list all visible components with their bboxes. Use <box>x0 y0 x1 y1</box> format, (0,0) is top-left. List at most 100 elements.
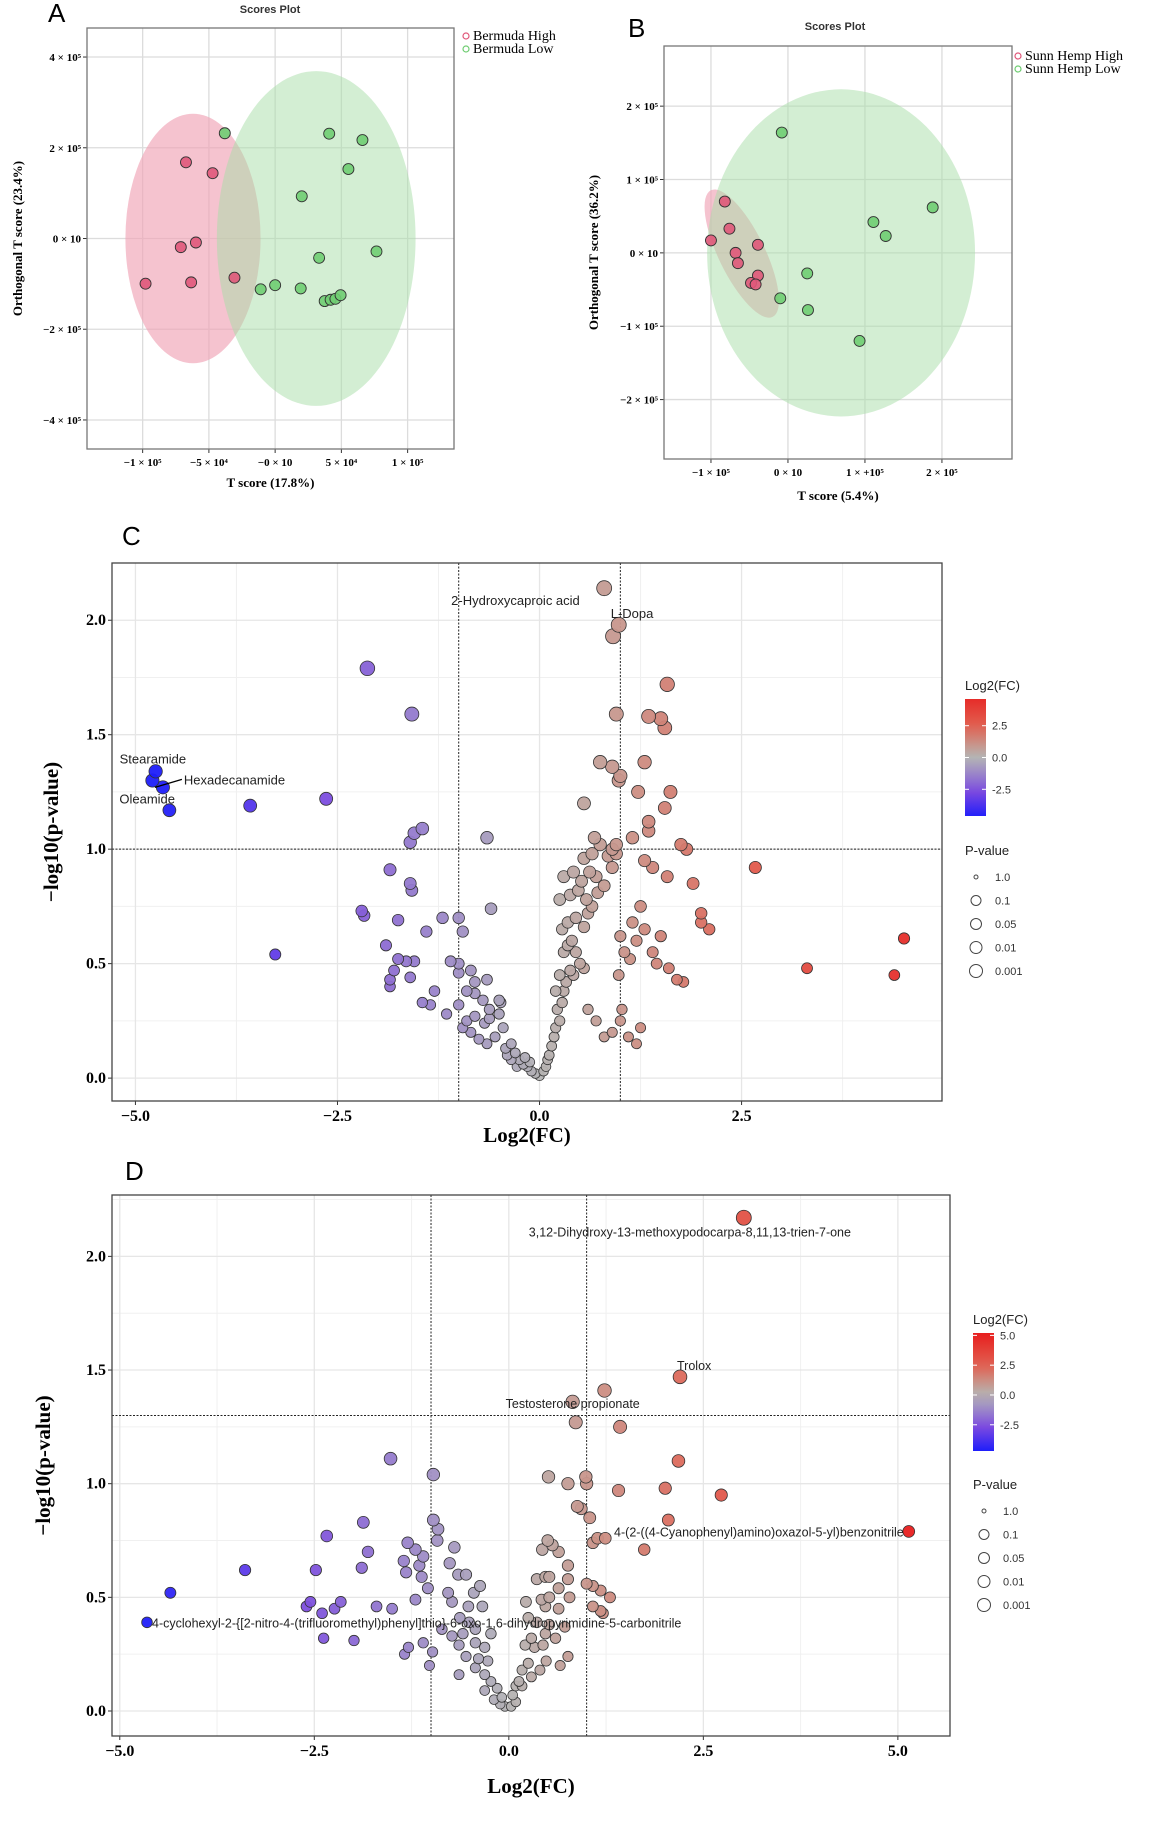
data-point <box>479 1641 491 1653</box>
x-tick-label: 0.0 <box>530 1108 550 1125</box>
data-point <box>552 1602 565 1615</box>
point-annotation: Stearamide <box>120 751 186 766</box>
chart-title: Scores Plot <box>240 4 301 16</box>
data-point <box>554 1015 566 1027</box>
data-point-low <box>269 279 282 292</box>
panel-d: D −5.0 −2.5 0.0 2.5 5.0 0.0 0.5 1.0 1.5 2.0 Log2(FC… <box>31 1156 1031 1798</box>
plot-frame <box>111 562 943 1102</box>
data-point <box>585 847 599 861</box>
data-point <box>481 973 493 986</box>
data-point <box>304 1596 317 1608</box>
point-annotation: Hexadecanamide <box>184 772 285 787</box>
legend-label: Bermuda High <box>473 29 556 44</box>
data-point <box>610 616 627 633</box>
data-point <box>320 1529 334 1543</box>
data-point <box>461 985 473 997</box>
data-point <box>388 964 400 977</box>
y-tick-label: 2 × 10⁵ <box>49 143 81 155</box>
data-point <box>660 870 674 884</box>
color-bar-label: -2.5 <box>992 784 1011 796</box>
data-point <box>383 863 397 877</box>
data-point <box>519 1052 531 1063</box>
data-point <box>430 1534 444 1547</box>
data-point <box>583 1511 597 1525</box>
data-point <box>659 676 675 692</box>
data-point-high <box>729 246 742 259</box>
data-point-low <box>879 230 892 242</box>
data-point <box>634 900 647 913</box>
y-axis-title: −log10(p-value) <box>39 762 63 902</box>
y-tick-label: 4 × 10⁵ <box>49 52 81 64</box>
data-point <box>453 1669 465 1681</box>
data-point <box>631 1038 642 1050</box>
y-tick-label: −2 × 10⁵ <box>620 395 659 407</box>
panel-letter: C <box>122 521 141 551</box>
point-annotation: Trolox <box>677 1359 712 1373</box>
data-point <box>359 660 376 677</box>
data-point <box>334 1596 347 1608</box>
size-legend-label: 1.0 <box>995 872 1010 884</box>
data-point <box>404 706 420 722</box>
data-point <box>316 1607 328 1620</box>
data-point <box>580 893 593 906</box>
data-point <box>574 957 586 970</box>
data-point <box>477 994 489 1006</box>
data-point <box>583 865 597 879</box>
y-tick-label: 2 × 10⁵ <box>626 101 658 113</box>
data-point <box>269 948 282 961</box>
x-axis-title: Log2(FC) <box>487 1774 575 1798</box>
y-tick-label: 2.0 <box>86 612 106 629</box>
x-tick-label: −2.5 <box>300 1743 329 1760</box>
legend-marker <box>462 45 470 53</box>
data-point <box>485 1676 497 1687</box>
data-point <box>638 854 652 868</box>
y-tick-label: 1 × 10⁵ <box>626 175 658 187</box>
x-tick-label: −5 × 10⁴ <box>190 457 229 469</box>
data-point <box>391 913 405 927</box>
data-point <box>604 1591 616 1604</box>
data-point <box>491 1682 503 1694</box>
data-point <box>483 1003 496 1016</box>
data-point-high <box>206 167 219 180</box>
data-point <box>565 1394 580 1409</box>
data-point <box>453 1639 465 1651</box>
data-point <box>469 1662 481 1674</box>
data-point <box>564 964 577 977</box>
panel-c: C −5.0 −2.5 0.0 2.5 0.0 0.5 1.0 1.5 2.0 Log2(FC) −l… <box>39 521 1023 1147</box>
data-point <box>631 784 646 799</box>
data-point <box>355 904 368 918</box>
panel-letter: B <box>628 13 645 43</box>
data-point-low <box>342 163 355 176</box>
data-point <box>141 1616 153 1629</box>
y-tick-label: 0 × 10 <box>630 248 659 260</box>
y-tick-label: 1.0 <box>86 1476 106 1493</box>
data-point <box>452 911 465 925</box>
point-annotation: 3,12-Dihydroxy-13-methoxypodocarpa-8,11,… <box>529 1226 851 1240</box>
data-point-low <box>356 134 369 147</box>
data-point <box>417 1550 430 1563</box>
data-point <box>427 1646 439 1658</box>
data-point-low <box>218 127 231 140</box>
data-point <box>663 784 678 799</box>
data-point <box>902 1525 916 1538</box>
data-point <box>561 1477 575 1491</box>
data-point <box>509 1047 521 1059</box>
data-point-low <box>802 304 814 317</box>
data-point <box>598 1031 610 1043</box>
data-point <box>484 902 498 915</box>
y-tick-label: −1 × 10⁵ <box>620 321 659 333</box>
data-point <box>543 1570 556 1583</box>
data-point-low <box>370 245 383 258</box>
data-point <box>593 755 608 770</box>
data-point-low <box>867 216 880 229</box>
data-point <box>420 925 433 938</box>
plot-background <box>112 1195 950 1736</box>
y-tick-label: 1.5 <box>86 727 106 744</box>
data-point <box>355 1561 368 1574</box>
data-point <box>567 865 580 879</box>
data-point <box>164 1586 177 1599</box>
data-point <box>462 1600 475 1613</box>
data-point <box>590 1015 602 1027</box>
data-point <box>469 1637 481 1649</box>
data-point <box>479 1685 491 1696</box>
